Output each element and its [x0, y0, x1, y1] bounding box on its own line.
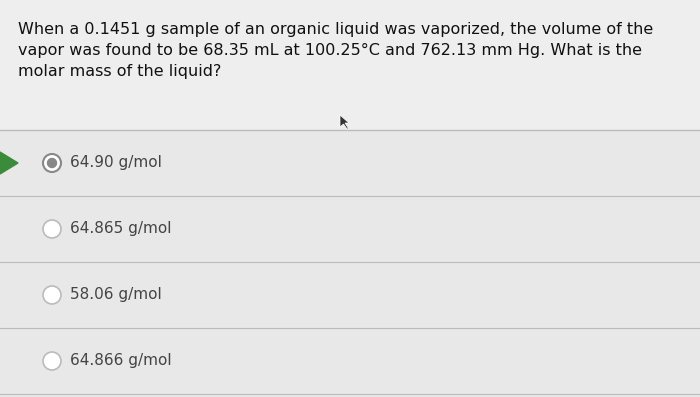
- Circle shape: [43, 154, 61, 172]
- Circle shape: [48, 158, 57, 168]
- FancyBboxPatch shape: [0, 0, 700, 130]
- Polygon shape: [340, 115, 349, 129]
- Circle shape: [43, 286, 61, 304]
- Text: vapor was found to be 68.35 mL at 100.25°C and 762.13 mm Hg. What is the: vapor was found to be 68.35 mL at 100.25…: [18, 43, 642, 58]
- FancyArrow shape: [0, 152, 18, 174]
- Text: 64.865 g/mol: 64.865 g/mol: [70, 222, 172, 237]
- Text: 58.06 g/mol: 58.06 g/mol: [70, 287, 162, 303]
- Circle shape: [43, 220, 61, 238]
- Circle shape: [43, 352, 61, 370]
- Text: 64.90 g/mol: 64.90 g/mol: [70, 156, 162, 170]
- Text: When a 0.1451 g sample of an organic liquid was vaporized, the volume of the: When a 0.1451 g sample of an organic liq…: [18, 22, 653, 37]
- Text: molar mass of the liquid?: molar mass of the liquid?: [18, 64, 221, 79]
- Text: 64.866 g/mol: 64.866 g/mol: [70, 353, 172, 368]
